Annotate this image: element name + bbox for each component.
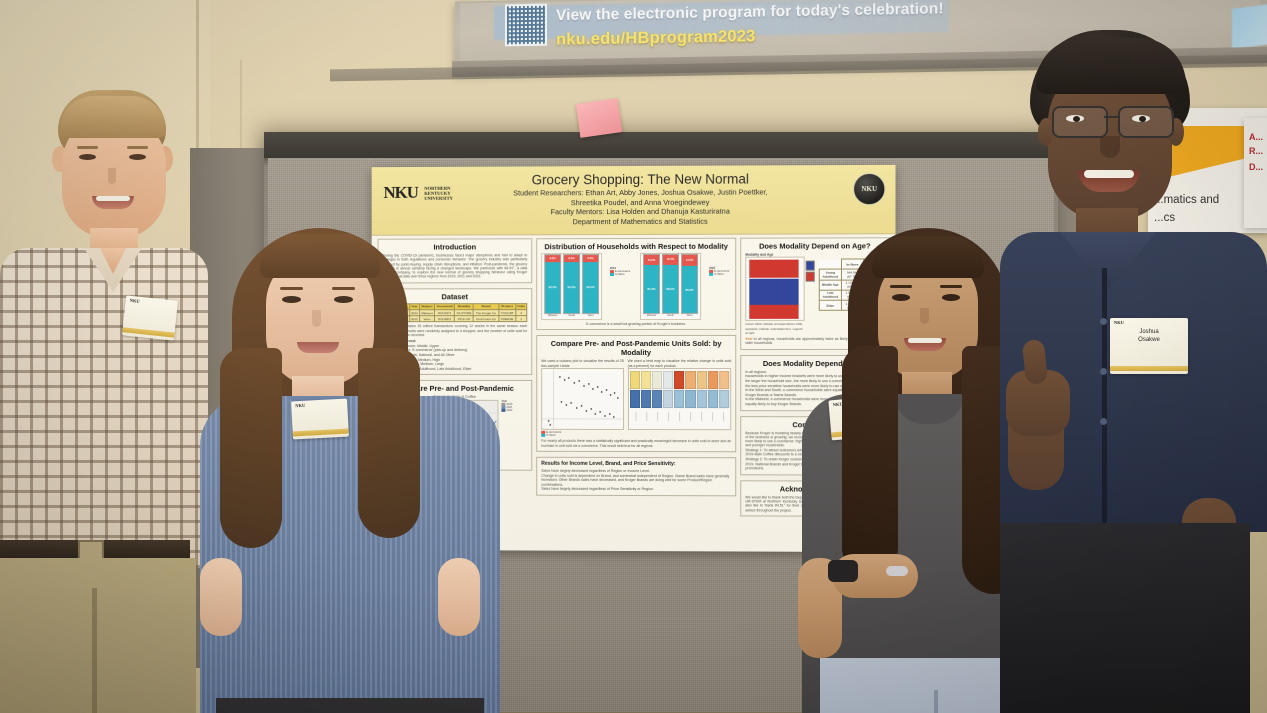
badge-nku-logo: NKU: [295, 402, 306, 409]
qr-code-icon: [505, 3, 547, 47]
distribution-x-labels-2022: Midwest South West: [646, 313, 693, 317]
person-4: NKU Joshua Osakwe: [1000, 18, 1267, 713]
poster-authors: Student Researchers: Ethan Art, Abby Jon…: [431, 187, 851, 227]
person-1-badge: NKU: [122, 295, 178, 341]
badge-nku-logo: NKU: [1114, 320, 1124, 325]
line-chart-legend: Year 2019 2021 2022: [501, 400, 527, 462]
badge-stripe: [292, 428, 349, 437]
distribution-chart-2022: 13.0% 87.0% 12.0% 88.0% 14.0% 86.0% Midwest…: [639, 252, 702, 320]
sticky-note: [575, 98, 623, 138]
bar-south: 8.0% 92.0%: [563, 254, 581, 315]
bg-poster-2-line2: R...: [1249, 146, 1264, 156]
heatmap-chart: [627, 367, 732, 431]
results-bullet: Change in units sold is dependent on Bra…: [541, 473, 730, 487]
bar-west: 8.0% 92.0%: [582, 254, 600, 315]
poster-department: Department of Mathematics and Statistics: [572, 216, 708, 226]
smartwatch-icon: [828, 560, 858, 582]
distribution-x-labels-2019: Midwest South West: [547, 314, 594, 318]
cell: CHEESE: [498, 315, 516, 322]
person-4-badge-name: Joshua Osakwe: [1110, 329, 1188, 344]
person-1-shirt: [0, 248, 208, 568]
bar-west: 14.0% 86.0%: [681, 253, 699, 314]
volcano-legend: E-commerce In-Store: [541, 430, 623, 438]
legend-item: 2022: [501, 408, 527, 412]
volcano-plot: [541, 367, 623, 430]
poster-title: Grocery Shopping: The New Normal: [531, 171, 749, 188]
bg-poster-2-line3: D...: [1249, 162, 1264, 172]
nku-seal-icon: NKU: [853, 172, 886, 206]
cell: 1: [515, 315, 527, 322]
person-4-badge: NKU Joshua Osakwe: [1110, 318, 1188, 374]
section-compare-modality-heading: Compare Pre- and Post-Pandemic Units Sol…: [550, 339, 722, 358]
heatmap-note: We used a heat map to visualize the rela…: [627, 359, 732, 368]
poster-header: NKU NORTHERN KENTUCKY UNIVERSITY NKU Groce…: [371, 164, 896, 236]
bar-south: 12.0% 88.0%: [662, 253, 680, 314]
badge-name-first: Joshua: [1139, 329, 1159, 335]
badge-stripe: [122, 327, 175, 338]
badge-stripe: [1110, 366, 1188, 371]
bg-poster-1-line2: ...cs: [1154, 212, 1176, 224]
person-1: NKU: [0, 88, 215, 713]
wall-seam-secondary: [240, 60, 242, 180]
poster-board-frame: [264, 132, 1058, 158]
bracelet: [886, 566, 908, 576]
badge-nku-logo: NKU: [129, 297, 140, 304]
bg-poster-1-line1: ...matics and: [1154, 194, 1220, 206]
distribution-chart-2019: 8.0% 92.0% 8.0% 92.0% 8.0% 92.0% Midwest Sou…: [541, 253, 603, 321]
volcano-note: We used a volcano plot to visualize the …: [541, 359, 624, 368]
distribution-legend-2: 2022 E-commerce In-Store: [709, 266, 731, 277]
bar-midwest: 8.0% 92.0%: [544, 254, 562, 315]
legend-item: In-Store: [610, 273, 632, 276]
section-results-heading: Results for Income Level, Brand, and Pri…: [541, 460, 676, 468]
legend-item: In-Store: [541, 433, 623, 437]
distribution-legend: 2019 E-commerce In-Store: [610, 253, 632, 276]
research-poster: NKU NORTHERN KENTUCKY UNIVERSITY NKU Groce…: [371, 164, 896, 553]
distribution-caption: E-commerce is a small but growing portio…: [586, 321, 686, 327]
person-1-badge-name: [125, 304, 177, 309]
bg-poster-2-line1: A...: [1249, 132, 1264, 142]
glasses-icon: [1052, 106, 1108, 138]
poster-column-middle: Distribution of Households with Respect …: [536, 237, 737, 502]
section-results: Results for Income Level, Brand, and Pri…: [536, 456, 737, 497]
bar-midwest: 13.0% 87.0%: [643, 253, 661, 314]
heatmap-row-ecommerce: [629, 370, 730, 389]
person-2: NKU: [180, 228, 500, 713]
results-bullet: Sales have largely decreased regardless …: [541, 487, 654, 492]
bg-poster-2: A... R... D...: [1244, 118, 1267, 228]
nku-logo-mark: NKU: [383, 182, 418, 202]
section-distribution-heading: Distribution of Households with Respect …: [544, 241, 728, 252]
badge-name-last: Osakwe: [1138, 336, 1160, 343]
section-distribution: Distribution of Households with Respect …: [536, 237, 737, 331]
section-compare-modality: Compare Pre- and Post-Pandemic Units Sol…: [536, 335, 737, 453]
legend-item: In-Store: [709, 273, 731, 276]
compare-modality-footer: For nearly all products there was a stat…: [541, 439, 732, 448]
person-2-badge: NKU: [291, 398, 349, 440]
person-1-hair-front: [60, 96, 166, 138]
heatmap-row-instore: [629, 389, 730, 409]
